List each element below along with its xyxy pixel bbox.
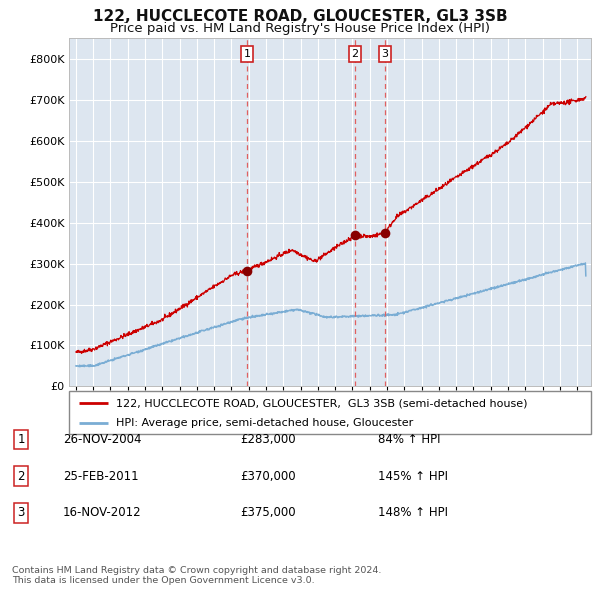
Text: 3: 3	[17, 506, 25, 519]
Text: 2: 2	[17, 470, 25, 483]
Text: HPI: Average price, semi-detached house, Gloucester: HPI: Average price, semi-detached house,…	[116, 418, 413, 428]
Text: 148% ↑ HPI: 148% ↑ HPI	[378, 506, 448, 519]
Text: 2: 2	[352, 49, 359, 59]
Text: 1: 1	[244, 49, 251, 59]
Text: 26-NOV-2004: 26-NOV-2004	[63, 433, 142, 446]
Text: £283,000: £283,000	[240, 433, 296, 446]
Text: Contains HM Land Registry data © Crown copyright and database right 2024.
This d: Contains HM Land Registry data © Crown c…	[12, 566, 382, 585]
Text: £370,000: £370,000	[240, 470, 296, 483]
Text: 122, HUCCLECOTE ROAD, GLOUCESTER, GL3 3SB: 122, HUCCLECOTE ROAD, GLOUCESTER, GL3 3S…	[92, 9, 508, 24]
Text: 16-NOV-2012: 16-NOV-2012	[63, 506, 142, 519]
Text: 145% ↑ HPI: 145% ↑ HPI	[378, 470, 448, 483]
Text: 1: 1	[17, 433, 25, 446]
Text: 25-FEB-2011: 25-FEB-2011	[63, 470, 139, 483]
Text: 3: 3	[382, 49, 388, 59]
FancyBboxPatch shape	[69, 391, 591, 434]
Text: Price paid vs. HM Land Registry's House Price Index (HPI): Price paid vs. HM Land Registry's House …	[110, 22, 490, 35]
Text: £375,000: £375,000	[240, 506, 296, 519]
Text: 84% ↑ HPI: 84% ↑ HPI	[378, 433, 440, 446]
Text: 122, HUCCLECOTE ROAD, GLOUCESTER,  GL3 3SB (semi-detached house): 122, HUCCLECOTE ROAD, GLOUCESTER, GL3 3S…	[116, 398, 527, 408]
